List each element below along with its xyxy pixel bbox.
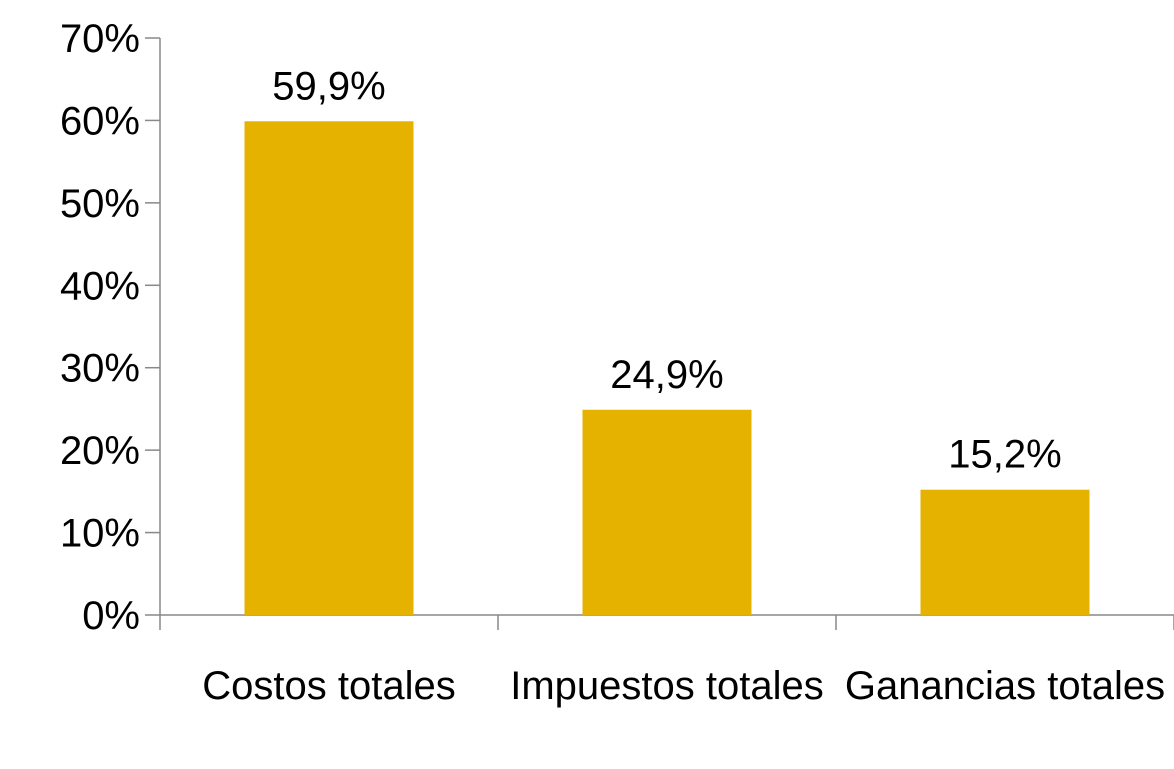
y-tick-label: 10% <box>60 512 140 556</box>
y-tick-label: 20% <box>60 429 140 473</box>
y-tick-label: 0% <box>82 594 140 638</box>
value-label: 24,9% <box>610 353 723 397</box>
x-tick-label: Ganancias totales <box>844 664 1166 708</box>
y-tick-label: 60% <box>60 99 140 143</box>
value-label: 15,2% <box>948 433 1061 477</box>
bar <box>244 121 414 615</box>
value-label: 59,9% <box>272 64 385 108</box>
y-tick-label: 70% <box>60 17 140 61</box>
x-tick-label: Costos totales <box>202 664 456 708</box>
y-tick-label: 40% <box>60 264 140 308</box>
bar <box>582 409 752 615</box>
bar <box>920 489 1090 615</box>
y-tick-label: 30% <box>60 347 140 391</box>
x-tick-label: Impuestos totales <box>510 664 824 708</box>
y-tick-label: 50% <box>60 182 140 226</box>
